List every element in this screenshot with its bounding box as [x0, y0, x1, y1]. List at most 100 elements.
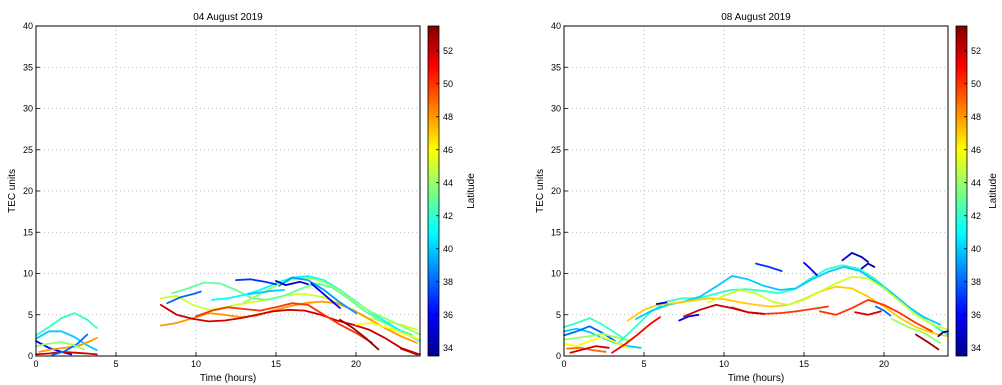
left-chart-colorbar-tick-label: 38 [443, 277, 453, 287]
right-chart-track-15 [819, 298, 933, 333]
left-chart-y-tick-label: 30 [23, 104, 33, 114]
right-chart-track-7 [563, 332, 629, 342]
right-chart-track-24 [875, 305, 892, 317]
left-chart-track-21 [355, 322, 421, 341]
right-chart-y-tick-label: 0 [556, 351, 561, 361]
right-chart-track-16 [854, 310, 882, 316]
right-chart-series-group [563, 251, 949, 354]
right-chart-x-tick-label: 10 [719, 359, 729, 369]
left-chart-track-16 [235, 278, 277, 286]
right-chart-y-tick-label: 25 [551, 145, 561, 155]
right-chart-track-10 [635, 265, 941, 326]
left-chart-grid [36, 26, 420, 356]
left-chart-x-ticks: 0 5 10 15 20 [33, 352, 361, 369]
left-chart-series-group [35, 275, 421, 357]
right-chart-x-ticks: 0 5 10 15 20 [561, 352, 889, 369]
left-chart-colorbar-tick-label: 40 [443, 244, 453, 254]
right-chart-colorbar-tick-label: 44 [971, 178, 981, 188]
left-chart-x-tick-label: 0 [33, 359, 38, 369]
right-chart-y-tick-label: 40 [551, 21, 561, 31]
left-chart-track-23 [399, 347, 421, 356]
left-chart-y-tick-label: 15 [23, 227, 33, 237]
right-chart-colorbar-tick-label: 50 [971, 79, 981, 89]
left-chart-colorbar-tick-label: 44 [443, 178, 453, 188]
right-chart-track-26 [891, 317, 941, 344]
right-chart-track-18 [655, 301, 668, 305]
left-chart-track-13 [211, 275, 421, 343]
right-chart-colorbar-tick-label: 40 [971, 244, 981, 254]
left-chart-colorbar-tick-label: 42 [443, 211, 453, 221]
right-chart-x-tick-label: 15 [799, 359, 809, 369]
right-chart-y-tick-label: 35 [551, 62, 561, 72]
right-chart-y-ticks: 0 5 10 15 20 25 30 35 40 [551, 21, 568, 361]
left-chart-track-2 [35, 330, 98, 352]
left-chart-y-tick-label: 35 [23, 62, 33, 72]
left-chart-track-7 [35, 341, 85, 351]
left-chart-track-9 [171, 281, 413, 336]
right-chart-x-axis-label: Time (hours) [728, 373, 784, 384]
left-chart-colorbar-tick-label: 34 [443, 343, 453, 353]
left-chart-colorbar-tick-label: 48 [443, 112, 453, 122]
right-chart-y-tick-label: 10 [551, 269, 561, 279]
left-chart-x-tick-label: 15 [271, 359, 281, 369]
right-chart-colorbar [955, 25, 968, 357]
left-chart-y-axis-label: TEC units [7, 169, 18, 213]
left-chart-colorbar-tick-label: 36 [443, 310, 453, 320]
left-chart-track-20 [247, 289, 285, 296]
left-chart-x-tick-label: 20 [351, 359, 361, 369]
left-chart-colorbar-label: Latitude [466, 173, 477, 209]
right-chart-colorbar-tick-label: 34 [971, 343, 981, 353]
right-chart-track-6 [569, 345, 610, 354]
left-chart-track-6 [51, 333, 89, 357]
right-chart-y-tick-label: 30 [551, 104, 561, 114]
right-chart-track-14 [683, 303, 765, 318]
right-chart-track-4 [563, 336, 629, 349]
left-chart-colorbar-tick-label: 46 [443, 145, 453, 155]
right-chart-y-tick-label: 15 [551, 227, 561, 237]
right-chart-track-12 [707, 275, 949, 331]
right-chart-track-19 [755, 262, 783, 272]
left-chart-y-tick-label: 40 [23, 21, 33, 31]
left-chart-track-8 [159, 293, 418, 331]
left-chart-colorbar [427, 25, 440, 357]
left-chart-x-tick-label: 10 [191, 359, 201, 369]
left-chart-colorbar-tick-label: 52 [443, 46, 453, 56]
right-chart-panel: 08 August 2019 0 5 10 15 20 0 5 10 15 20 25 30 35 40… [535, 12, 999, 384]
left-chart-track-1 [35, 312, 98, 337]
right-chart-track-20 [678, 313, 700, 322]
left-chart-y-tick-label: 0 [28, 351, 33, 361]
left-chart-track-11 [159, 303, 418, 355]
left-chart-track-10 [159, 300, 418, 344]
left-chart-y-tick-label: 25 [23, 145, 33, 155]
left-chart-track-24 [339, 318, 380, 351]
left-chart-track-19 [166, 290, 202, 305]
left-chart-track-15 [278, 276, 357, 315]
left-chart-y-ticks: 0 5 10 15 20 25 30 35 40 [23, 21, 40, 361]
left-chart-track-18 [310, 282, 341, 310]
left-chart-colorbar-tick-label: 50 [443, 79, 453, 89]
right-chart-colorbar-tick-label: 48 [971, 112, 981, 122]
right-chart-x-tick-label: 0 [561, 359, 566, 369]
left-chart-y-tick-label: 5 [28, 310, 33, 320]
left-chart-x-tick-label: 5 [113, 359, 118, 369]
right-chart-colorbar-tick-label: 36 [971, 310, 981, 320]
right-chart-y-tick-label: 20 [551, 186, 561, 196]
right-chart-x-tick-label: 20 [879, 359, 889, 369]
right-chart-colorbar-ticks: 34 36 38 40 42 44 46 48 50 52 [964, 46, 981, 353]
left-chart-panel: 04 August 2019 0 5 10 15 20 0 5 10 15 20 25 30 35 40… [7, 12, 477, 384]
right-chart-track-22 [860, 262, 876, 270]
left-chart-y-tick-label: 10 [23, 269, 33, 279]
left-chart-y-tick-label: 20 [23, 186, 33, 196]
right-chart-x-tick-label: 5 [641, 359, 646, 369]
right-chart-y-tick-label: 5 [556, 310, 561, 320]
right-chart-track-21 [841, 251, 869, 263]
left-chart-title: 04 August 2019 [193, 12, 263, 23]
right-chart-colorbar-tick-label: 38 [971, 277, 981, 287]
right-chart-track-25 [937, 330, 949, 338]
left-chart-track-12 [195, 302, 373, 344]
left-chart-track-17 [275, 279, 309, 287]
left-chart-track-4 [35, 350, 98, 356]
left-chart-colorbar-ticks: 34 36 38 40 42 44 46 48 50 52 [436, 46, 453, 353]
right-chart-title: 08 August 2019 [721, 12, 791, 23]
